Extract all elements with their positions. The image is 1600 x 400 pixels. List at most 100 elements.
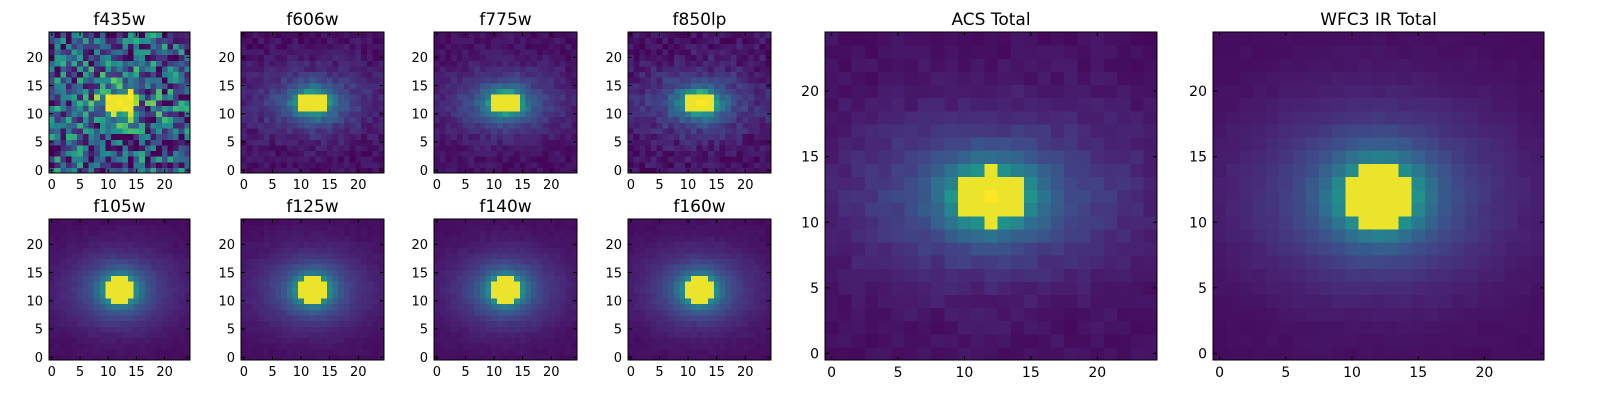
heatmap-cell xyxy=(343,303,351,310)
heatmap-cell xyxy=(315,331,322,339)
heatmap-cell xyxy=(372,326,379,333)
heatmap-cell xyxy=(514,252,521,260)
heatmap-cell xyxy=(178,161,185,168)
heatmap-cell xyxy=(54,161,61,168)
heatmap-cell xyxy=(303,65,311,73)
heatmap-cell xyxy=(343,247,351,254)
heatmap-cell xyxy=(71,326,78,333)
heatmap-cell xyxy=(650,167,658,174)
heatmap-cell xyxy=(49,43,56,50)
heatmap-cell xyxy=(662,122,669,129)
heatmap-cell xyxy=(281,99,288,106)
heatmap-cell xyxy=(708,99,715,106)
heatmap-cell xyxy=(292,110,299,118)
heatmap-cell xyxy=(105,37,112,44)
heatmap-cell xyxy=(451,264,458,271)
panel-title: f125w xyxy=(286,197,338,217)
heatmap-cell xyxy=(167,309,174,316)
heatmap-cell xyxy=(753,105,761,112)
heatmap-cell xyxy=(269,94,276,101)
heatmap-cell xyxy=(258,150,265,157)
heatmap-cell xyxy=(519,252,527,260)
heatmap-cell xyxy=(514,65,521,73)
heatmap-cell xyxy=(456,105,464,112)
heatmap-cell xyxy=(559,77,567,84)
heatmap-cell xyxy=(633,161,641,168)
heatmap-cell xyxy=(514,286,521,293)
heatmap-cell xyxy=(462,94,469,101)
heatmap-cell xyxy=(628,116,635,123)
heatmap-cell xyxy=(713,127,721,135)
heatmap-cell xyxy=(173,281,180,288)
heatmap-cell xyxy=(99,71,106,78)
heatmap-cell xyxy=(361,105,368,112)
heatmap-cell xyxy=(139,127,146,135)
heatmap-cell xyxy=(702,348,709,355)
heatmap-cell xyxy=(372,230,379,237)
heatmap-cell xyxy=(326,235,334,243)
heatmap-cell xyxy=(474,314,481,322)
heatmap-cell xyxy=(468,82,475,89)
heatmap-cell xyxy=(105,99,112,106)
heatmap-cell xyxy=(343,60,351,67)
heatmap-cell xyxy=(445,286,452,293)
heatmap-cell xyxy=(252,269,259,276)
heatmap-cell xyxy=(332,71,339,78)
heatmap-cell xyxy=(326,314,334,322)
heatmap-cell xyxy=(730,77,738,84)
heatmap-cell xyxy=(434,94,441,101)
heatmap-cell xyxy=(668,167,675,174)
heatmap-cell xyxy=(456,77,464,84)
heatmap-cell xyxy=(548,241,555,248)
heatmap-cell xyxy=(548,48,555,56)
heatmap-cell xyxy=(60,144,67,152)
heatmap-cell xyxy=(292,331,299,339)
heatmap-cell xyxy=(462,258,469,265)
heatmap-cell xyxy=(54,269,61,276)
heatmap-cell xyxy=(156,43,163,50)
heatmap-cell xyxy=(479,110,487,118)
heatmap-cell xyxy=(725,343,732,350)
heatmap-cell xyxy=(713,320,721,327)
heatmap-cell xyxy=(645,167,652,174)
heatmap-cell xyxy=(690,133,698,140)
heatmap-cell xyxy=(748,105,755,112)
heatmap-cell xyxy=(54,48,61,56)
heatmap-cell xyxy=(559,37,567,44)
heatmap-cell xyxy=(303,116,311,123)
heatmap-cell xyxy=(548,326,555,333)
heatmap-cell xyxy=(474,54,481,61)
heatmap-cell xyxy=(508,348,515,355)
heatmap-cell xyxy=(496,241,504,248)
heatmap-cell xyxy=(133,309,140,316)
heatmap-cell xyxy=(451,235,458,243)
heatmap-cell xyxy=(702,297,709,305)
heatmap-cell xyxy=(71,309,78,316)
heatmap-cell xyxy=(742,133,749,140)
heatmap-cell xyxy=(150,150,157,157)
heatmap-cell xyxy=(361,150,368,157)
heatmap-cell xyxy=(338,343,345,350)
heatmap-cell xyxy=(167,303,174,310)
heatmap-cell xyxy=(150,320,157,327)
heatmap-cell xyxy=(150,94,157,101)
heatmap-cell xyxy=(451,127,458,135)
heatmap-cell xyxy=(485,139,492,146)
heatmap-cell xyxy=(167,337,174,344)
heatmap-cell xyxy=(178,241,185,248)
heatmap-cell xyxy=(315,241,322,248)
heatmap-cell xyxy=(656,303,663,310)
heatmap-cell xyxy=(252,150,259,157)
heatmap-cell xyxy=(633,309,641,316)
heatmap-cell xyxy=(49,235,56,243)
heatmap-cell xyxy=(485,303,492,310)
heatmap-cell xyxy=(645,116,652,123)
heatmap-cell xyxy=(366,247,374,254)
heatmap-cell xyxy=(685,127,692,135)
heatmap-cell xyxy=(372,343,379,350)
heatmap-cell xyxy=(116,235,123,243)
heatmap-cell xyxy=(536,331,544,339)
heatmap-cell xyxy=(456,94,464,101)
heatmap-cell xyxy=(156,37,163,44)
heatmap-cell xyxy=(742,65,749,73)
